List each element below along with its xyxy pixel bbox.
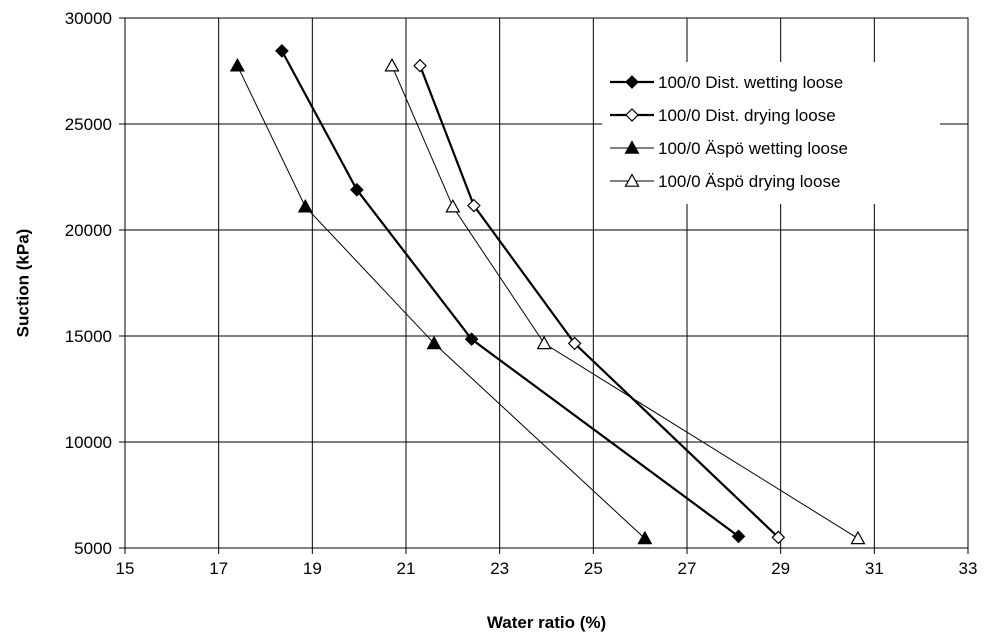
- x-tick-label: 23: [490, 559, 509, 578]
- x-tick-label: 19: [303, 559, 322, 578]
- y-tick-label: 15000: [65, 327, 112, 346]
- plot-area-border: [124, 17, 969, 549]
- series-4-line: [391, 65, 859, 539]
- x-axis-title: Water ratio (%): [487, 613, 606, 632]
- x-tick-label: 33: [959, 559, 978, 578]
- axes: 15 17 19 21 23 25 27 29 31 33 5000 10000 15000 20000 2…: [65, 9, 978, 578]
- legend-label-1: 100/0 Dist. wetting loose: [658, 73, 843, 92]
- legend-label-2: 100/0 Dist. drying loose: [658, 106, 836, 125]
- legend-marker-4: [624, 173, 640, 187]
- series-2-point: [771, 530, 786, 545]
- series-2-point: [467, 198, 481, 213]
- series-3-point: [637, 530, 653, 545]
- legend-marker-1: [625, 75, 639, 89]
- series-3-line: [236, 65, 646, 539]
- legend-marker-2: [625, 108, 639, 122]
- series-3: [229, 57, 653, 545]
- y-tick-label: 10000: [65, 433, 112, 452]
- x-tick-label: 31: [865, 559, 884, 578]
- series-layer: [229, 44, 866, 545]
- legend-marker-3: [624, 140, 640, 154]
- x-tick-label: 29: [771, 559, 790, 578]
- legend: 100/0 Dist. wetting loose 100/0 Dist. dry…: [602, 62, 940, 204]
- series-4-point: [850, 530, 866, 545]
- x-tick-label: 25: [584, 559, 603, 578]
- y-tick-label: 30000: [65, 9, 112, 28]
- series-4-point: [445, 198, 461, 213]
- series-1-point: [731, 529, 746, 544]
- series-4-point: [536, 335, 552, 350]
- legend-label-3: 100/0 Äspö wetting loose: [658, 139, 848, 158]
- series-3-point: [229, 57, 245, 72]
- legend-background: [602, 62, 940, 204]
- series-2: [413, 58, 786, 545]
- series-4-point: [384, 57, 400, 72]
- y-tick-label: 5000: [74, 539, 112, 558]
- legend-label-4: 100/0 Äspö drying loose: [658, 172, 840, 191]
- x-tick-label: 15: [116, 559, 135, 578]
- series-1: [275, 44, 746, 544]
- y-axis-title: Suction (kPa): [13, 229, 32, 338]
- x-tick-label: 21: [397, 559, 416, 578]
- series-1-line: [280, 50, 740, 538]
- series-1-point: [275, 44, 289, 58]
- x-tick-label: 27: [678, 559, 697, 578]
- series-1-point: [349, 182, 364, 197]
- y-tick-label: 20000: [65, 221, 112, 240]
- y-tick-label: 25000: [65, 115, 112, 134]
- series-1-point: [464, 332, 479, 347]
- series-3-point: [426, 335, 442, 350]
- series-4: [384, 57, 866, 545]
- series-2-line: [419, 65, 780, 539]
- series-2-point: [413, 58, 427, 73]
- x-tick-label: 17: [209, 559, 228, 578]
- series-3-point: [297, 198, 313, 213]
- series-2-point: [567, 336, 582, 351]
